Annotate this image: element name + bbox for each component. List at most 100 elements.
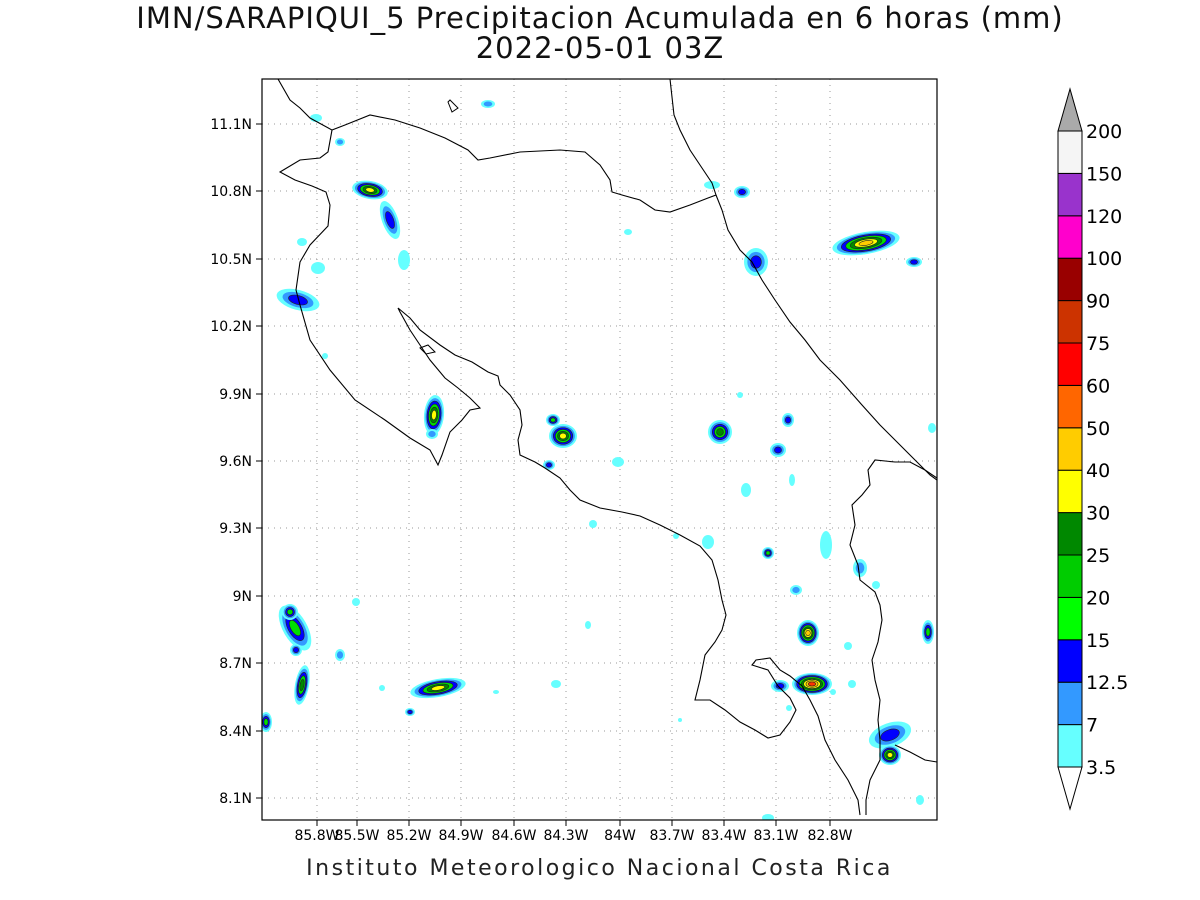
precip-cell	[311, 262, 325, 274]
colorbar-arrow-low	[1057, 766, 1083, 811]
precip-cell	[704, 181, 720, 189]
colorbar-label: 30	[1086, 503, 1110, 525]
colorbar-label: 120	[1086, 206, 1122, 228]
precip-contour	[311, 262, 325, 274]
precip-contour	[737, 392, 743, 398]
precip-contour	[352, 598, 360, 606]
precip-contour	[702, 535, 714, 549]
precip-cell	[551, 680, 561, 688]
precip-contour	[336, 139, 344, 145]
colorbar-segment	[1057, 215, 1083, 259]
lon-label: 85.8W	[294, 828, 339, 844]
lat-label: 9.3N	[219, 521, 252, 537]
precip-cell	[830, 689, 836, 695]
colorbar-segment	[1057, 427, 1083, 471]
precip-cell	[744, 248, 768, 276]
border-north	[331, 79, 717, 213]
precip-contour	[546, 462, 552, 468]
colorbar-segment	[1057, 469, 1083, 514]
precip-contour	[559, 432, 567, 440]
precip-cell	[792, 673, 832, 695]
precip-cell	[741, 483, 751, 497]
precip-cell	[702, 535, 714, 549]
precip-cell	[262, 712, 272, 732]
lon-label: 84.3W	[543, 828, 588, 844]
precip-contour	[589, 520, 597, 528]
precip-contour	[807, 681, 817, 687]
precip-contour	[612, 457, 624, 467]
precip-contour	[428, 430, 436, 438]
precip-contour	[585, 621, 591, 629]
precip-contour	[431, 409, 437, 421]
precip-cell	[294, 665, 310, 705]
axis-ticks	[256, 123, 831, 826]
precip-cell	[789, 474, 795, 486]
map-background	[262, 79, 937, 820]
latitude-labels: 11.1N 10.8N 10.5N 10.2N 9.9N 9.6N 9.3N 9N 8.7N 8.…	[210, 117, 252, 807]
lat-label: 11.1N	[210, 117, 252, 133]
precip-cell	[379, 685, 385, 691]
precip-cell	[782, 413, 794, 427]
colorbar-segment	[1057, 724, 1083, 768]
precip-cell	[848, 680, 856, 688]
lat-label: 10.2N	[210, 319, 252, 335]
precip-contour	[785, 416, 791, 424]
precip-contour	[820, 531, 832, 559]
precip-contour	[872, 581, 880, 589]
colorbar-arrow-high	[1057, 87, 1083, 132]
coastline-caribbean	[715, 194, 937, 481]
precip-cell	[797, 620, 819, 646]
colorbar-label: 40	[1086, 460, 1110, 482]
colorbar-segment	[1057, 554, 1083, 598]
colorbar-label: 150	[1086, 163, 1122, 185]
precip-cell	[481, 100, 495, 108]
precip-cell	[612, 457, 624, 467]
precip-contour	[741, 483, 751, 497]
colorbar-label: 25	[1086, 545, 1110, 567]
precip-cell	[770, 443, 786, 457]
precip-cell	[290, 644, 302, 656]
lat-label: 8.1N	[219, 791, 252, 807]
precip-cell	[276, 288, 320, 312]
precip-cell	[872, 581, 880, 589]
precip-contour	[551, 680, 561, 688]
precip-cell	[916, 795, 924, 805]
precip-cell	[624, 229, 632, 235]
precip-cell	[297, 238, 307, 246]
precip-contour	[407, 709, 413, 715]
precip-contour	[293, 647, 299, 653]
precip-contour	[263, 718, 269, 726]
colorbar-label: 15	[1086, 630, 1110, 652]
lon-label: 84.9W	[438, 828, 483, 844]
footer-credit: Instituto Meteorologico Nacional Costa R…	[306, 856, 893, 881]
precip-cell	[734, 186, 750, 198]
lon-label: 83.4W	[701, 828, 746, 844]
precip-cell	[790, 585, 802, 595]
precip-contour	[925, 627, 931, 637]
lat-label: 9.9N	[219, 387, 252, 403]
lat-label: 10.5N	[210, 252, 252, 268]
precip-cell	[423, 395, 445, 435]
colorbar-segment	[1057, 639, 1083, 683]
precip-cell	[546, 414, 560, 426]
precip-cell	[844, 642, 852, 650]
precip-cell	[737, 392, 743, 398]
map-frame	[261, 78, 938, 821]
colorbar-segment	[1057, 384, 1083, 429]
lon-label: 85.5W	[334, 828, 379, 844]
precip-cell	[379, 201, 401, 239]
precip-cell	[398, 250, 410, 270]
precip-cell	[678, 718, 682, 722]
precip-cell	[589, 520, 597, 528]
precip-cell	[493, 690, 499, 694]
colorbar-label: 75	[1086, 333, 1110, 355]
precip-cell	[282, 604, 298, 620]
precip-cell	[549, 424, 577, 448]
precip-cell	[928, 423, 936, 433]
precip-contour	[624, 229, 632, 235]
lat-label: 9N	[233, 589, 252, 605]
colorbar-label: 20	[1086, 587, 1110, 609]
precip-cell	[853, 559, 867, 577]
precip-layer	[262, 100, 936, 820]
lon-label: 85.2W	[386, 828, 431, 844]
